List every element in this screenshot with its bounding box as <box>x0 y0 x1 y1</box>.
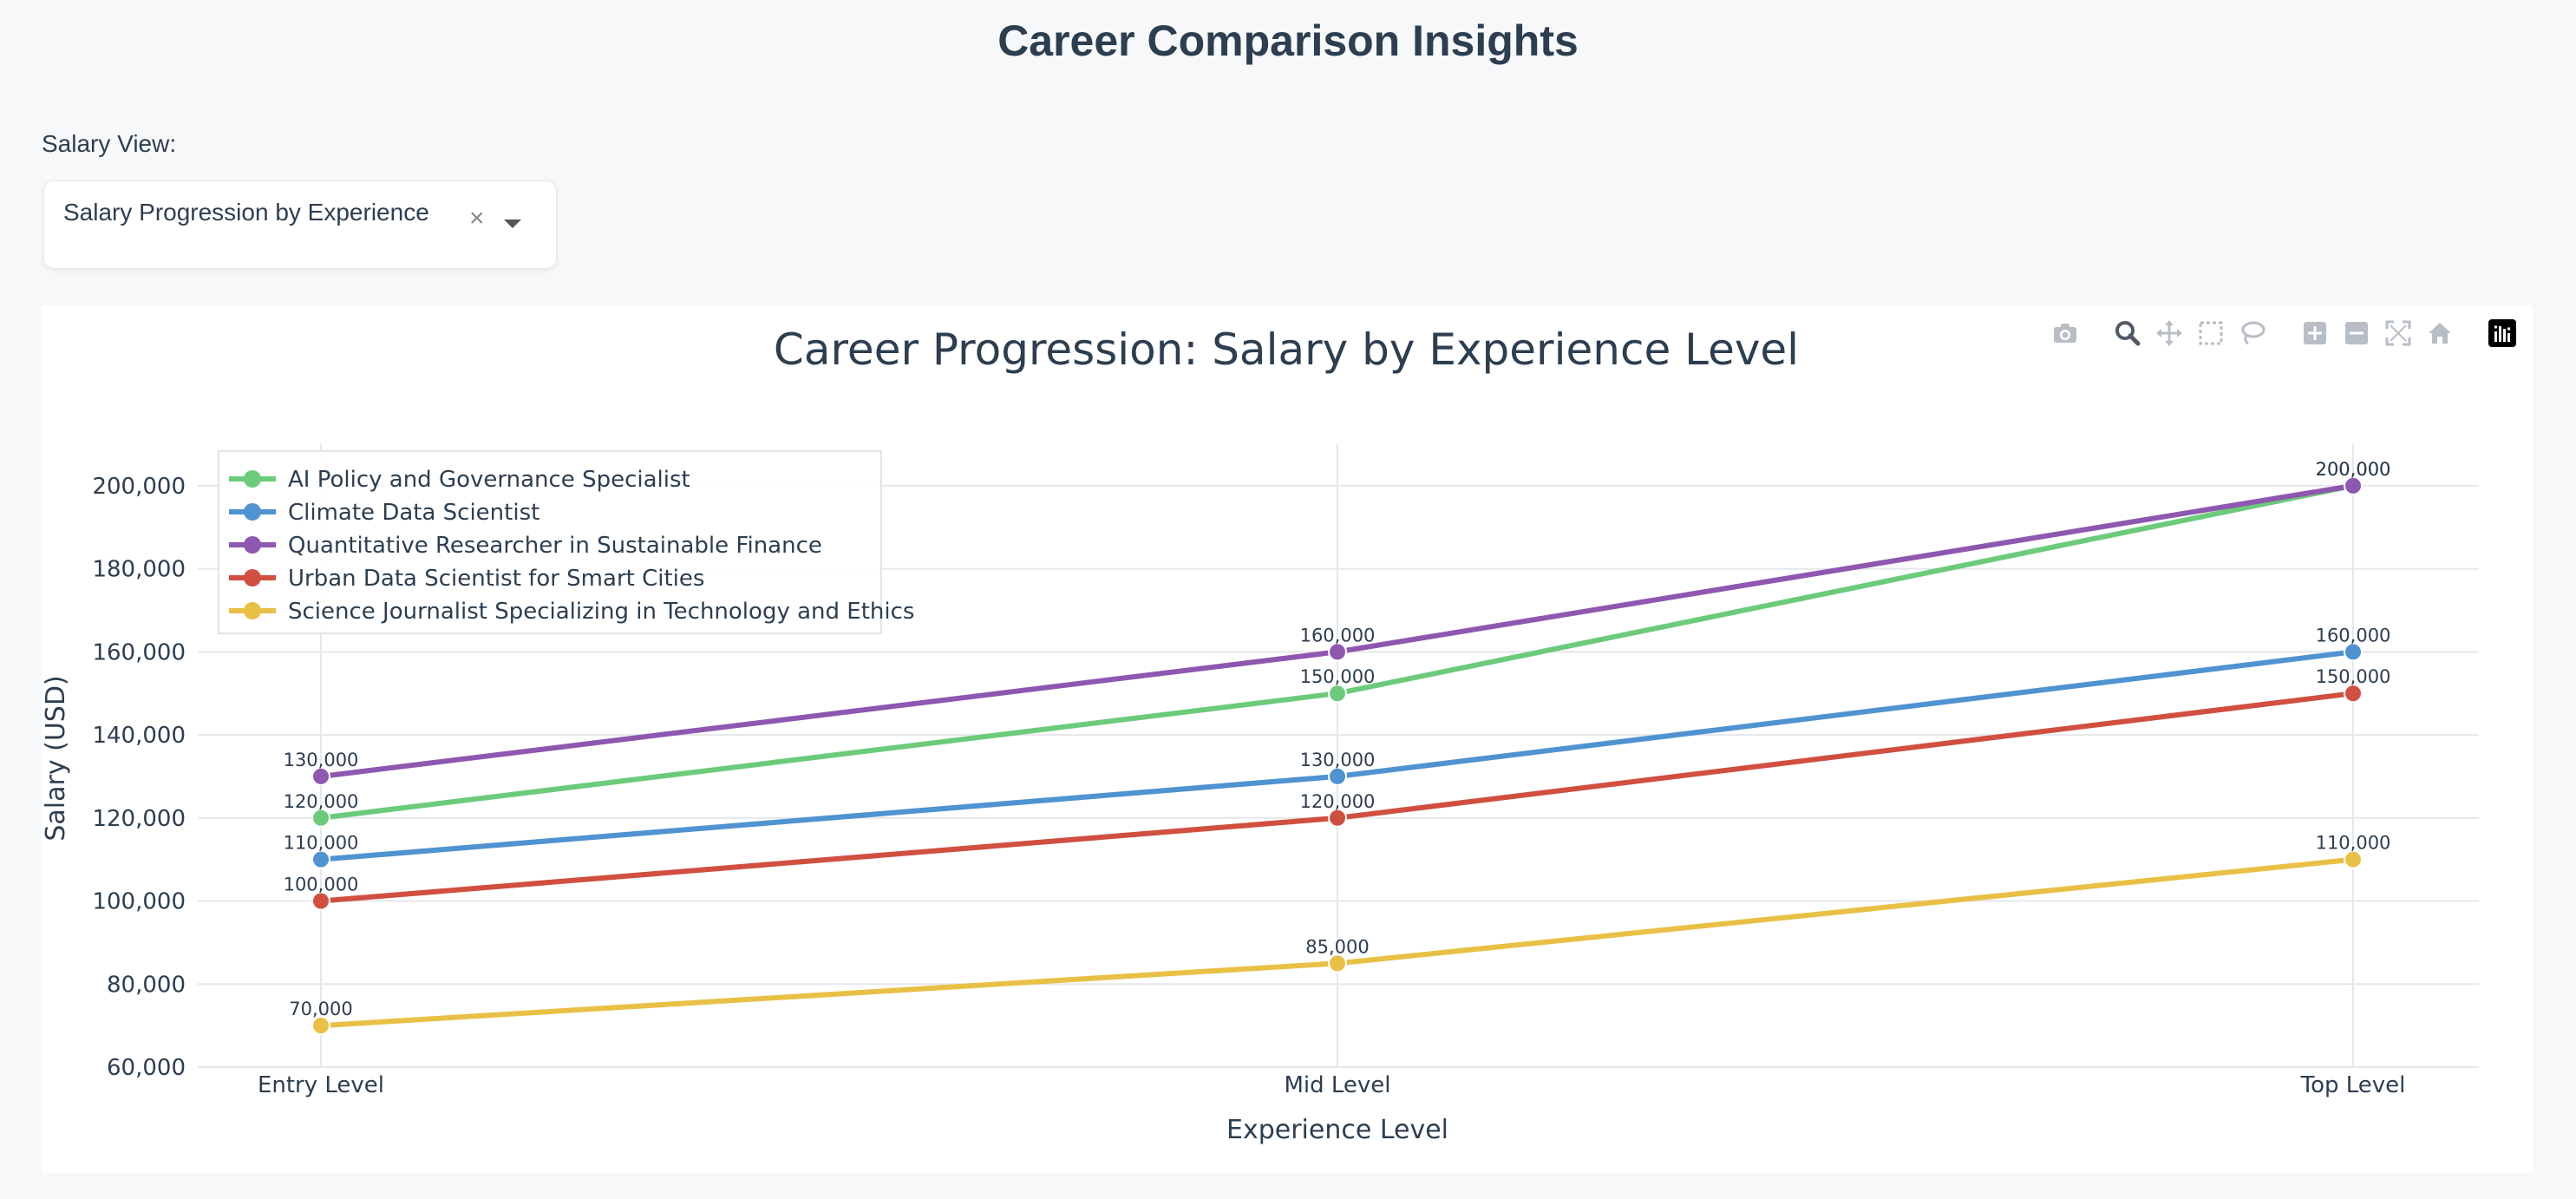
data-point[interactable] <box>2344 475 2363 495</box>
data-label: 130,000 <box>284 750 359 770</box>
data-point[interactable] <box>1328 953 1347 973</box>
chart-card: Career Progression: Salary by Experience… <box>41 305 2533 1173</box>
zoom-in-icon[interactable] <box>2300 318 2330 348</box>
data-point[interactable] <box>1328 808 1347 828</box>
data-label: 85,000 <box>1305 936 1369 957</box>
data-label: 150,000 <box>2316 666 2391 687</box>
y-tick-label: 140,000 <box>92 723 186 749</box>
plotly-logo-icon[interactable] <box>2488 318 2517 348</box>
data-point[interactable] <box>311 766 330 786</box>
legend-marker <box>244 503 261 521</box>
data-label: 160,000 <box>1300 625 1376 645</box>
data-point[interactable] <box>1328 684 1347 704</box>
dropdown-selected-value: Salary Progression by Experience <box>63 199 429 226</box>
x-tick-label: Entry Level <box>258 1072 384 1098</box>
data-label: 150,000 <box>1300 666 1376 687</box>
clear-icon[interactable]: × <box>469 204 485 233</box>
data-point[interactable] <box>1328 766 1347 786</box>
legend-label[interactable]: AI Policy and Governance Specialist <box>288 467 690 493</box>
zoom-icon[interactable] <box>2113 318 2142 348</box>
x-axis-title: Experience Level <box>1226 1115 1448 1145</box>
lasso-select-icon[interactable] <box>2238 318 2267 348</box>
data-label: 130,000 <box>1300 750 1376 770</box>
salary-line-chart: Career Progression: Salary by Experience… <box>41 324 2479 1145</box>
data-point[interactable] <box>2344 684 2363 704</box>
legend-label[interactable]: Science Journalist Specializing in Techn… <box>288 599 914 625</box>
data-label: 70,000 <box>289 999 352 1019</box>
salary-view-label: Salary View: <box>42 130 177 157</box>
autoscale-icon[interactable] <box>2383 318 2413 348</box>
data-point[interactable] <box>2344 642 2363 662</box>
data-label: 200,000 <box>2316 459 2391 480</box>
data-point[interactable] <box>311 1016 330 1036</box>
chevron-down-icon[interactable] <box>504 219 521 228</box>
data-point[interactable] <box>311 891 330 911</box>
y-tick-label: 60,000 <box>107 1055 186 1081</box>
chart-title: Career Progression: Salary by Experience… <box>774 324 1799 375</box>
data-label: 110,000 <box>284 833 359 854</box>
data-point[interactable] <box>311 849 330 869</box>
data-point[interactable] <box>2344 849 2363 869</box>
data-label: 120,000 <box>1300 791 1376 812</box>
box-select-icon[interactable] <box>2196 318 2226 348</box>
legend-label[interactable]: Urban Data Scientist for Smart Cities <box>288 566 704 592</box>
y-axis-title: Salary (USD) <box>42 675 71 841</box>
legend-marker <box>244 536 261 554</box>
pan-icon[interactable] <box>2154 318 2184 348</box>
legend-marker <box>244 602 261 619</box>
data-point[interactable] <box>1328 642 1347 662</box>
salary-view-dropdown[interactable]: Salary Progression by Experience × <box>43 180 557 269</box>
x-tick-label: Mid Level <box>1284 1072 1390 1098</box>
legend-box <box>218 450 882 634</box>
legend-label[interactable]: Climate Data Scientist <box>288 500 539 526</box>
data-label: 100,000 <box>284 875 359 895</box>
data-label: 160,000 <box>2316 625 2391 645</box>
y-tick-label: 180,000 <box>92 557 186 583</box>
data-label: 200,000 <box>2316 459 2391 480</box>
legend-marker <box>244 470 261 488</box>
camera-icon[interactable] <box>2050 318 2080 348</box>
legend: AI Policy and Governance Specialist Clima… <box>218 450 914 634</box>
page-title: Career Comparison Insights <box>997 16 1579 65</box>
zoom-out-icon[interactable] <box>2342 318 2371 348</box>
y-tick-label: 100,000 <box>92 889 186 915</box>
data-label: 110,000 <box>2316 833 2391 854</box>
data-label: 120,000 <box>284 791 359 812</box>
x-tick-label: Top Level <box>2300 1072 2406 1098</box>
chart-modebar <box>2050 316 2517 351</box>
y-tick-label: 80,000 <box>107 972 186 998</box>
legend-label[interactable]: Quantitative Researcher in Sustainable F… <box>288 533 822 559</box>
reset-axes-icon[interactable] <box>2425 318 2455 348</box>
y-tick-label: 200,000 <box>92 474 186 500</box>
data-point[interactable] <box>311 808 330 828</box>
y-tick-label: 160,000 <box>92 639 186 665</box>
legend-marker <box>244 569 261 586</box>
y-tick-label: 120,000 <box>92 806 186 832</box>
